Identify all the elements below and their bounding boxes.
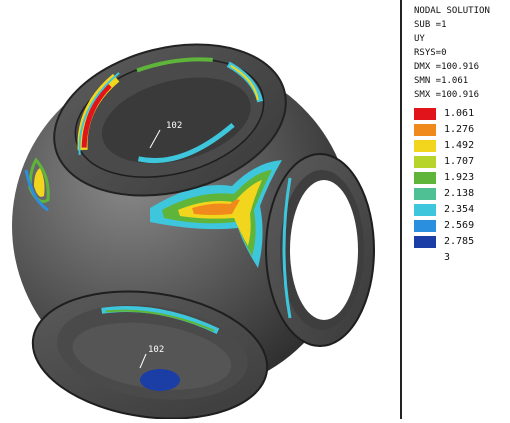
legend-swatch xyxy=(414,204,436,216)
contour-left-yellow xyxy=(34,168,45,197)
legend-entry: 1.707 xyxy=(414,156,510,170)
legend-value: 1.492 xyxy=(444,140,475,151)
legend-swatch xyxy=(414,220,436,232)
legend-swatch xyxy=(414,172,436,184)
annotation-bottom: 102 xyxy=(148,345,164,355)
legend-entry: 1.061 xyxy=(414,108,510,122)
legend-entry: 2.785 xyxy=(414,236,510,250)
legend-swatch xyxy=(414,156,436,168)
legend-value: 3 xyxy=(444,252,451,263)
annotation-right: 1000 xyxy=(314,247,336,257)
legend-value: 1.707 xyxy=(444,156,475,167)
legend-value: 1.923 xyxy=(444,172,475,183)
top-ring xyxy=(53,43,287,197)
legend-swatch xyxy=(414,140,436,152)
fea-model-render: 102 1000 102 xyxy=(12,43,375,420)
legend-value: 2.354 xyxy=(444,204,475,215)
legend-value: 1.061 xyxy=(444,108,475,119)
legend-entry: 1.492 xyxy=(414,140,510,154)
legend-line-smn: SMN =1.061 xyxy=(414,76,469,86)
legend-value: 1.276 xyxy=(444,124,475,135)
fea-model-viewport[interactable]: 102 1000 102 xyxy=(0,0,398,420)
legend-title: NODAL SOLUTION xyxy=(414,6,490,16)
legend-swatch xyxy=(414,236,436,248)
legend-line-rsys: RSYS=0 xyxy=(414,48,447,58)
legend-entry: 2.354 xyxy=(414,204,510,218)
legend-value: 2.569 xyxy=(444,220,475,231)
contour-left-blue xyxy=(24,169,49,212)
legend-value: 2.138 xyxy=(444,188,475,199)
legend-swatch xyxy=(414,188,436,200)
legend-entry: 3 xyxy=(414,252,510,266)
annotation-top: 102 xyxy=(166,121,182,131)
legend-entry: 1.923 xyxy=(414,172,510,186)
legend-entry: 1.276 xyxy=(414,124,510,138)
right-ring xyxy=(265,153,375,347)
legend-line-sub: SUB =1 xyxy=(414,20,447,30)
panel-divider xyxy=(400,0,402,419)
legend-entry: 2.138 xyxy=(414,188,510,202)
legend-line-uy: UY xyxy=(414,34,425,44)
legend-swatch xyxy=(414,252,436,264)
legend-value: 2.785 xyxy=(444,236,475,247)
legend-line-dmx: DMX =100.916 xyxy=(414,62,480,72)
contour-center-orange xyxy=(192,199,240,215)
legend-line-smx: SMX =100.916 xyxy=(414,90,480,100)
bottom-ring xyxy=(31,290,269,420)
contour-legend: NODAL SOLUTION SUB =1 UY RSYS=0 DMX =100… xyxy=(408,0,510,419)
legend-swatch xyxy=(414,124,436,136)
legend-swatch xyxy=(414,108,436,120)
legend-entry: 2.569 xyxy=(414,220,510,234)
